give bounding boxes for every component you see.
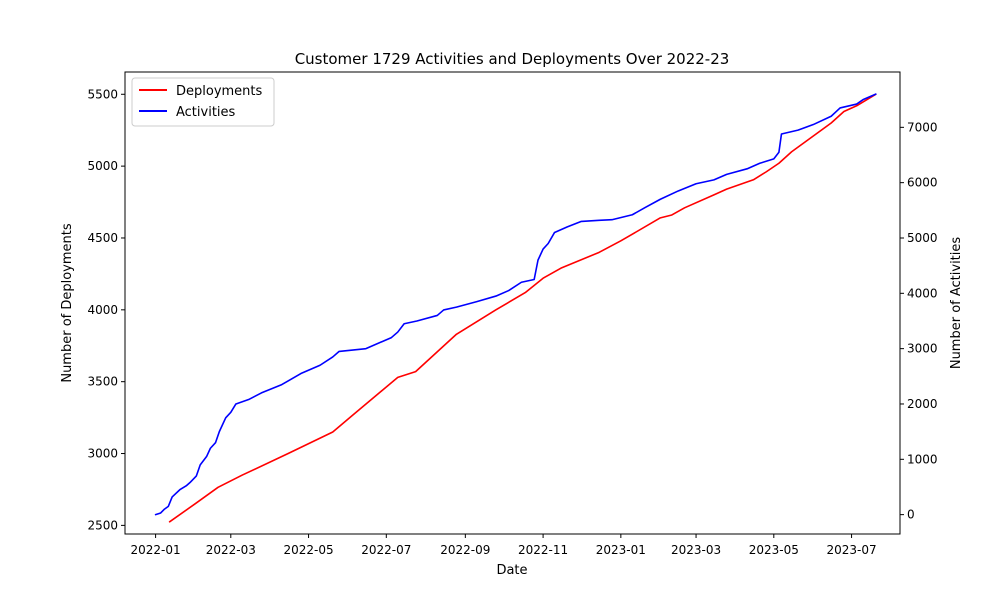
y-tick-label-left: 4000 bbox=[87, 303, 118, 317]
y-tick-label-right: 6000 bbox=[907, 176, 938, 190]
x-tick-label: 2022-05 bbox=[283, 543, 333, 557]
x-tick-label: 2022-03 bbox=[206, 543, 256, 557]
x-axis-label: Date bbox=[496, 563, 527, 578]
x-axis-ticks: 2022-01 2022-03 2022-05 2022-07 2022-09 2022-… bbox=[131, 534, 877, 557]
x-tick-label: 2022-07 bbox=[361, 543, 411, 557]
y-tick-label-right: 7000 bbox=[907, 120, 938, 134]
y-tick-label-left: 3500 bbox=[87, 375, 118, 389]
y-axis-ticks-left: 2500 3000 3500 4000 4500 5000 5500 bbox=[87, 87, 125, 532]
y-tick-label-left: 5500 bbox=[87, 87, 118, 101]
x-tick-label: 2023-01 bbox=[596, 543, 646, 557]
y-tick-label-right: 3000 bbox=[907, 342, 938, 356]
x-tick-label: 2022-11 bbox=[518, 543, 568, 557]
y-tick-label-left: 3000 bbox=[87, 447, 118, 461]
y-tick-label-right: 2000 bbox=[907, 397, 938, 411]
x-tick-label: 2023-07 bbox=[826, 543, 876, 557]
plot-frame bbox=[124, 71, 901, 535]
chart-title: Customer 1729 Activities and Deployments… bbox=[295, 50, 730, 68]
y-tick-label-left: 4500 bbox=[87, 231, 118, 245]
y-tick-label-left: 5000 bbox=[87, 159, 118, 173]
y-tick-label-left: 2500 bbox=[87, 518, 118, 532]
legend: Deployments Activities bbox=[131, 77, 275, 127]
y-tick-label-right: 0 bbox=[907, 508, 915, 522]
y-tick-label-right: 1000 bbox=[907, 452, 938, 466]
x-tick-label: 2022-09 bbox=[440, 543, 490, 557]
legend-box bbox=[131, 77, 275, 127]
x-tick-label: 2022-01 bbox=[131, 543, 181, 557]
y-axis-label-right: Number of Activities bbox=[949, 237, 964, 370]
series-group bbox=[154, 93, 877, 523]
series-line-activities bbox=[154, 93, 877, 516]
y-tick-label-right: 5000 bbox=[907, 231, 938, 245]
x-tick-label: 2023-05 bbox=[749, 543, 799, 557]
series-line-deployments bbox=[168, 93, 877, 523]
x-tick-label: 2023-03 bbox=[671, 543, 721, 557]
y-axis-label-left: Number of Deployments bbox=[60, 223, 75, 383]
legend-label-activities: Activities bbox=[176, 105, 236, 120]
legend-label-deployments: Deployments bbox=[176, 84, 263, 99]
y-tick-label-right: 4000 bbox=[907, 286, 938, 300]
y-axis-ticks-right: 0 1000 2000 3000 4000 5000 6000 7000 bbox=[900, 120, 938, 522]
